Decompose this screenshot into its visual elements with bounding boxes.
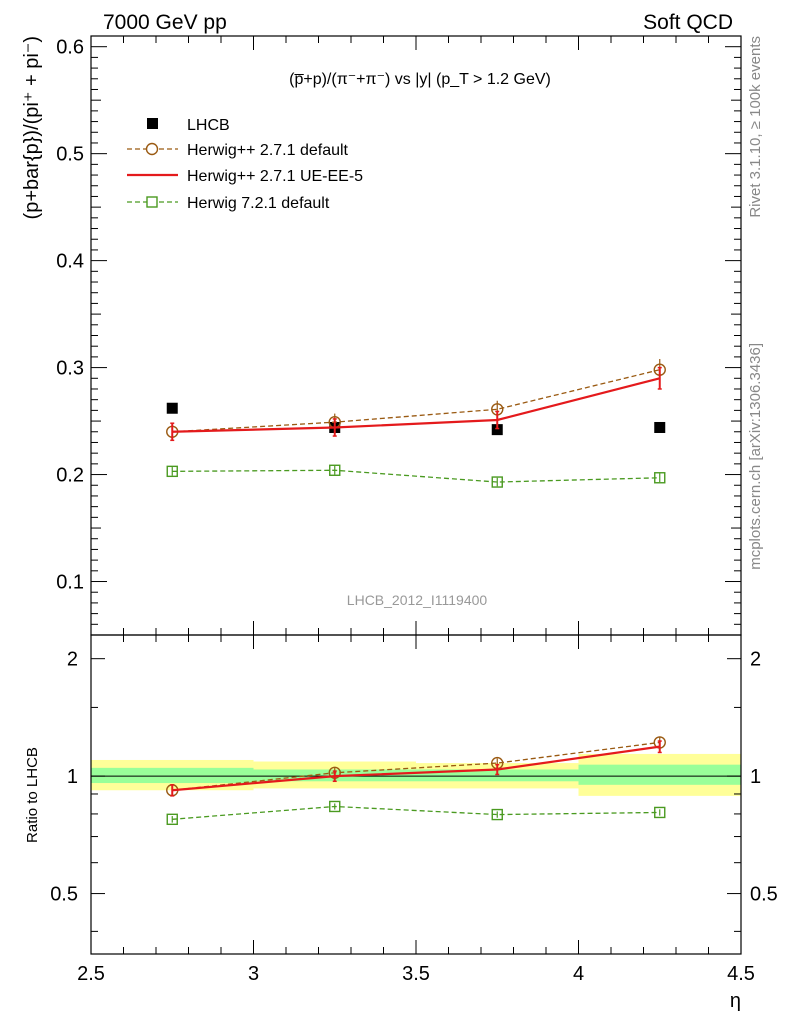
main-series [166,464,666,488]
ratio-band-stat [416,769,579,782]
rivet-label: Rivet 3.1.10, ≥ 100k events [747,36,764,218]
y-tick-label: 0.5 [56,144,84,166]
main-line [172,369,660,433]
legend-item: Herwig++ 2.7.1 UE-EE-5 [127,168,363,185]
ratio-ylabel: Ratio to LHCB [24,747,41,843]
main-panel: (p̅+p)/(π⁻+π⁻) vs |y| (p_T > 1.2 GeV) (p… [21,35,742,636]
ratio-series [170,740,662,797]
header-right: Soft QCD [643,11,733,34]
main-title: (p̅+p)/(π⁻+π⁻) vs |y| (p_T > 1.2 GeV) [289,71,551,88]
ratio-square-marker [329,800,341,813]
mcplots-label: mcplots.cern.ch [arXiv:1306.3436] [747,343,764,570]
y-tick-label: 0.2 [56,465,84,487]
legend: LHCB Herwig++ 2.7.1 default Herwig++ 2.7.1… [127,117,363,212]
x-tick-label: 4.5 [727,963,755,985]
ratio-line [172,745,660,792]
header-left: 7000 GeV pp [103,11,227,34]
legend-square-marker [146,196,158,208]
y-tick-label: 0.4 [56,251,84,273]
main-data-point [654,421,666,433]
legend-item: Herwig++ 2.7.1 default [127,142,349,159]
legend-item: LHCB [147,117,230,134]
ratio-tick-label-left: 0.5 [50,884,78,906]
legend-circle-marker [145,142,159,156]
ratio-band-stat [91,767,254,784]
ratio-series [166,800,666,826]
ratio-square-marker [166,813,178,826]
main-series [166,359,666,441]
main-data-point [166,402,178,414]
main-square-marker [491,476,503,488]
ratio-square-marker [491,808,503,821]
legend-label: Herwig++ 2.7.1 UE-EE-5 [187,168,363,185]
ratio-square-marker [654,806,666,819]
legend-label: LHCB [187,117,230,134]
x-axis-label: η [730,990,741,1012]
watermark: LHCB_2012_I1119400 [347,592,488,608]
main-series [170,366,662,442]
x-tick-label: 3.5 [402,963,430,985]
main-line [172,469,660,483]
ratio-tick-label-left: 2 [67,649,78,671]
ratio-band-stat [578,764,741,785]
ratio-tick-label-left: 1 [67,766,78,788]
ratio-line [172,741,660,791]
legend-item: Herwig 7.2.1 default [127,195,330,212]
legend-label: Herwig++ 2.7.1 default [187,142,349,159]
x-tick-label: 3 [248,963,259,985]
ratio-panel: Ratio to LHCB η 2.5 3 3.5 4 4.5 0.5 0.5 1 1 2 2 [24,634,778,1012]
y-tick-label: 0.1 [56,572,84,594]
ratio-tick-label-right: 1 [750,766,761,788]
main-data-point [491,424,503,436]
y-tick-label: 0.3 [56,358,84,380]
ratio-line [172,805,660,820]
legend-marker-data [147,118,158,129]
main-square-marker [329,464,341,476]
main-line [172,377,661,433]
y-tick-label: 0.6 [56,37,84,59]
x-tick-label: 2.5 [77,963,105,985]
ratio-tick-label-right: 2 [750,649,761,671]
main-ylabel: (p+bar{p})/(pi⁺ + pi⁻) [21,36,43,219]
legend-label: Herwig 7.2.1 default [187,195,330,212]
ratio-tick-label-right: 0.5 [750,884,778,906]
main-square-marker [166,465,178,478]
x-tick-label: 4 [573,963,584,985]
main-square-marker [654,472,666,484]
